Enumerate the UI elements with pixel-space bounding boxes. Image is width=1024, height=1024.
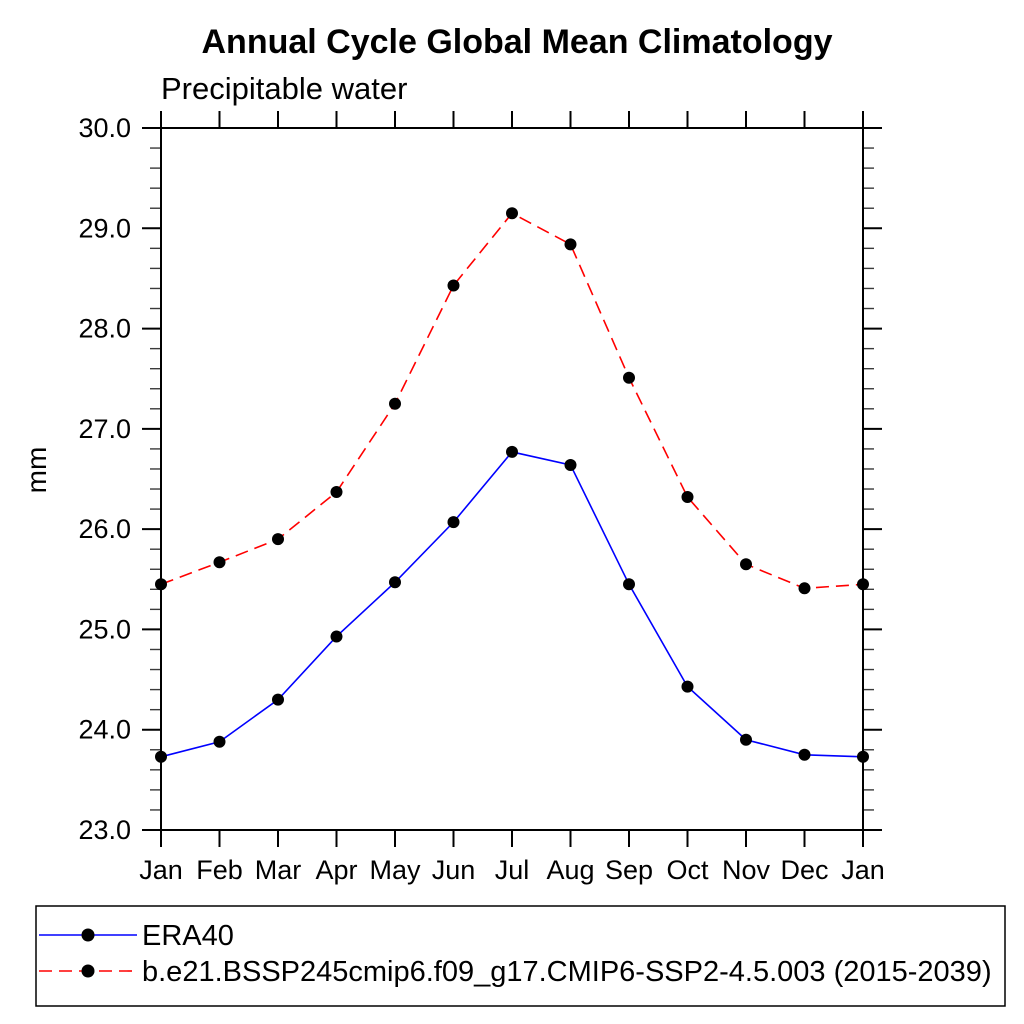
series-marker-1 — [623, 371, 635, 384]
series-marker-1 — [330, 486, 343, 499]
plot-frame — [160, 127, 864, 831]
y-tick-label: 23.0 — [78, 815, 131, 845]
legend: ERA40 b.e21.BSSP245cmip6.f09_g17.CMIP6-S… — [35, 905, 1006, 1007]
y-tick-label: 27.0 — [78, 414, 131, 444]
plot-area: 23.0 24.0 25.0 26.0 27.0 28.0 29.0 30.0 Jan Feb Ma… — [78, 111, 885, 885]
legend-box — [35, 905, 1006, 1007]
y-tick-label: 29.0 — [78, 213, 131, 243]
series-line-1 — [160, 212, 864, 590]
series-marker-1 — [272, 533, 284, 546]
series-marker-0 — [447, 516, 460, 529]
series-line-0 — [160, 451, 864, 758]
series-marker-1 — [389, 397, 401, 410]
series-marker-0 — [857, 750, 869, 763]
series-marker-1 — [681, 491, 694, 504]
series-marker-1 — [564, 238, 577, 251]
chart-title: Annual Cycle Global Mean Climatology — [202, 23, 833, 61]
x-tick-label: Oct — [666, 855, 709, 885]
x-tick-label: Dec — [780, 855, 828, 885]
series-marker-0 — [681, 680, 694, 693]
series-marker-1 — [857, 578, 869, 591]
x-tick-label: Jul — [495, 855, 530, 885]
y-axis-label: mm — [21, 447, 52, 494]
x-tick-label: Nov — [722, 855, 771, 885]
series-marker-0 — [623, 578, 635, 591]
series-marker-0 — [740, 733, 752, 746]
legend-label-model: b.e21.BSSP245cmip6.f09_g17.CMIP6-SSP2-4.… — [142, 956, 992, 988]
series-marker-1 — [740, 558, 752, 571]
y-tick-label: 26.0 — [78, 514, 131, 544]
series-marker-0 — [155, 750, 167, 763]
x-tick-label: Jan — [841, 855, 885, 885]
x-tick-label: Sep — [605, 855, 653, 885]
series-marker-0 — [213, 735, 226, 748]
x-tick-label: Aug — [546, 855, 594, 885]
series-marker-1 — [155, 578, 167, 591]
y-tick-label: 25.0 — [78, 614, 131, 644]
y-tick-label: 30.0 — [78, 113, 131, 143]
series-marker-1 — [506, 207, 518, 220]
y-tick-label: 28.0 — [78, 314, 131, 344]
x-tick-label: Apr — [315, 855, 357, 885]
x-tick-label: Feb — [196, 855, 243, 885]
legend-marker-model — [81, 964, 95, 978]
series-marker-1 — [447, 279, 460, 292]
series-marker-0 — [506, 445, 518, 458]
x-tick-label: Jan — [139, 855, 183, 885]
y-tick-label: 24.0 — [78, 715, 131, 745]
series-marker-0 — [389, 576, 401, 589]
series-marker-0 — [564, 458, 577, 471]
series-marker-0 — [272, 693, 284, 706]
legend-label-era40: ERA40 — [142, 920, 234, 952]
series-marker-0 — [798, 748, 811, 761]
x-tick-label: Mar — [255, 855, 302, 885]
x-tick-label: Jun — [432, 855, 476, 885]
chart-subtitle: Precipitable water — [161, 71, 407, 106]
series-marker-1 — [798, 582, 811, 595]
series-marker-0 — [330, 630, 343, 643]
legend-marker-era40 — [81, 928, 95, 942]
x-tick-label: May — [369, 855, 421, 885]
series-marker-1 — [213, 556, 226, 569]
